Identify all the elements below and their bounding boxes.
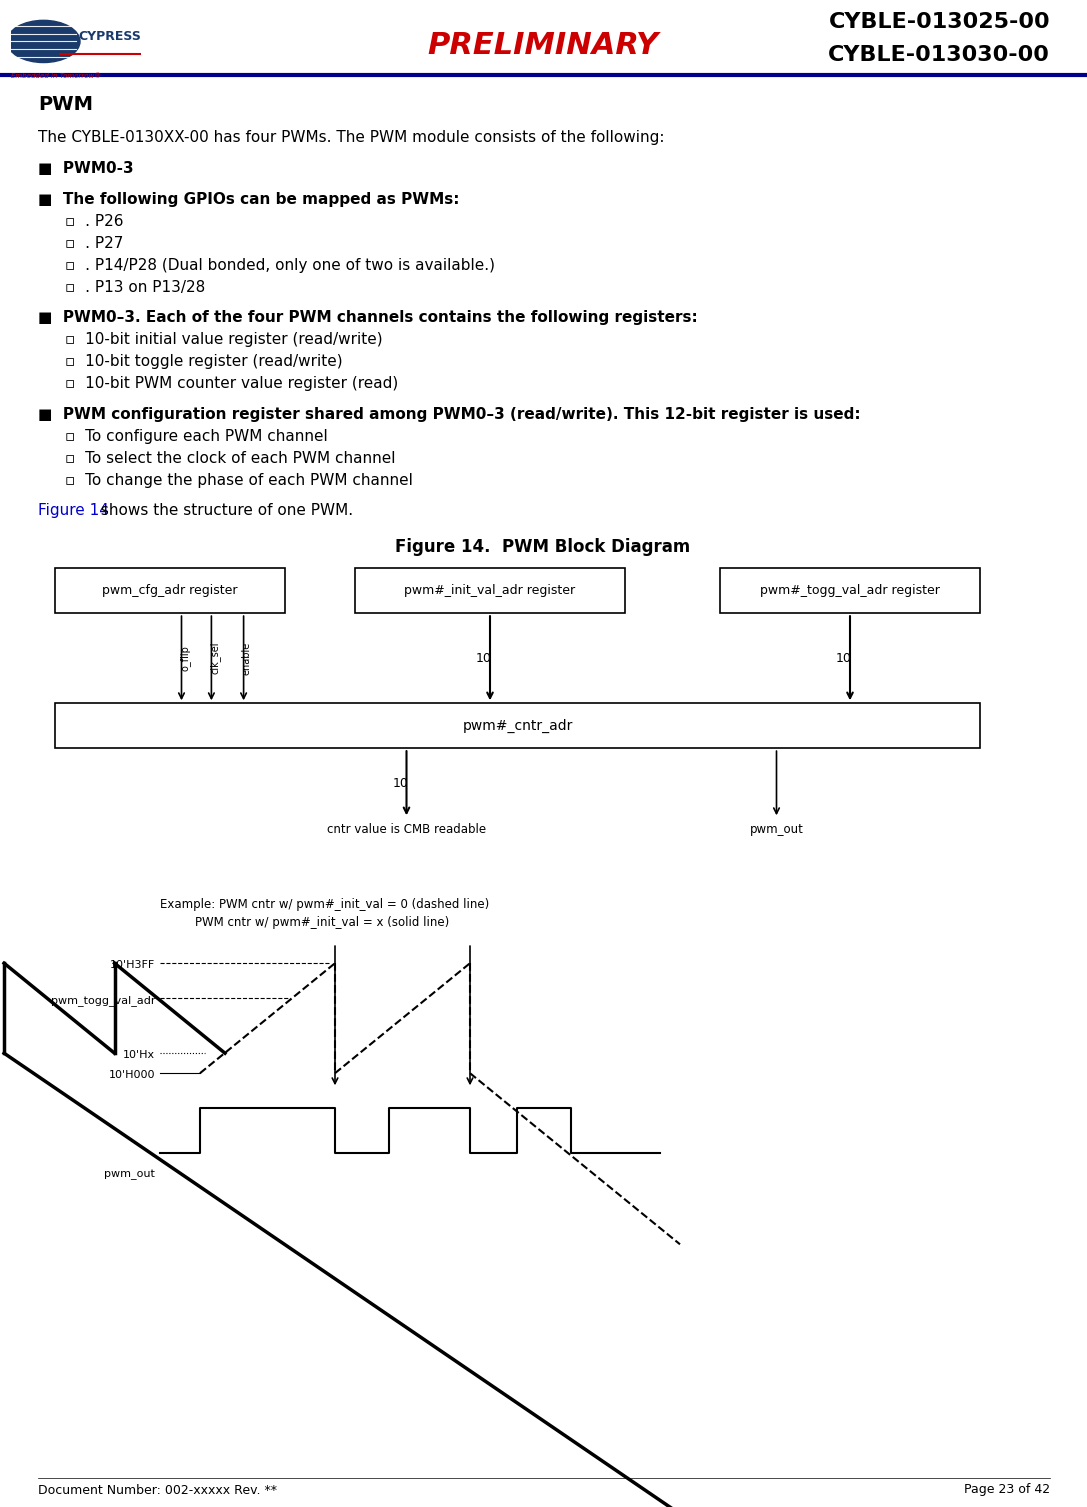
Text: pwm#_togg_val_adr register: pwm#_togg_val_adr register	[760, 585, 940, 597]
Bar	[720, 568, 980, 613]
Circle shape	[7, 21, 80, 63]
Text: ■  PWM configuration register shared among PWM0–3 (read/write). This 12-bit regi: ■ PWM configuration register shared amon…	[38, 407, 861, 422]
Text: ▫  To configure each PWM channel: ▫ To configure each PWM channel	[65, 429, 328, 445]
Text: The CYBLE-0130XX-00 has four PWMs. The PWM module consists of the following:: The CYBLE-0130XX-00 has four PWMs. The P…	[38, 130, 664, 145]
Text: pwm#_cntr_adr: pwm#_cntr_adr	[462, 719, 573, 732]
Text: 10: 10	[836, 651, 852, 665]
Text: Embedded in Tomorrow®: Embedded in Tomorrow®	[11, 74, 101, 78]
Bar	[355, 568, 625, 613]
Text: clk_sel: clk_sel	[210, 642, 221, 675]
Text: ▫  10-bit initial value register (read/write): ▫ 10-bit initial value register (read/wr…	[65, 333, 383, 348]
Text: 10: 10	[476, 651, 492, 665]
Text: pwm_togg_val_adr: pwm_togg_val_adr	[50, 995, 155, 1005]
Text: o_flip: o_flip	[179, 645, 190, 671]
Text: ▫  To change the phase of each PWM channel: ▫ To change the phase of each PWM channe…	[65, 473, 413, 488]
Text: ■  PWM0-3: ■ PWM0-3	[38, 161, 134, 176]
Text: 10'H3FF: 10'H3FF	[110, 960, 155, 971]
Text: ▫  . P27: ▫ . P27	[65, 235, 124, 250]
Text: Example: PWM cntr w/ pwm#_init_val = 0 (dashed line): Example: PWM cntr w/ pwm#_init_val = 0 (…	[160, 898, 489, 912]
Text: pwm#_init_val_adr register: pwm#_init_val_adr register	[404, 585, 575, 597]
Text: shows the structure of one PWM.: shows the structure of one PWM.	[96, 503, 353, 518]
Text: 10'Hx: 10'Hx	[123, 1050, 155, 1061]
Text: ▫  10-bit toggle register (read/write): ▫ 10-bit toggle register (read/write)	[65, 354, 342, 369]
Text: pwm_out: pwm_out	[750, 823, 803, 836]
Bar	[55, 704, 980, 747]
Text: PWM cntr w/ pwm#_init_val = x (solid line): PWM cntr w/ pwm#_init_val = x (solid lin…	[195, 916, 449, 930]
Text: pwm_out: pwm_out	[104, 1169, 155, 1180]
Text: ▫  To select the clock of each PWM channel: ▫ To select the clock of each PWM channe…	[65, 451, 396, 466]
Text: CYBLE-013030-00: CYBLE-013030-00	[828, 45, 1050, 65]
Text: enable: enable	[241, 642, 251, 675]
Text: 10'H000: 10'H000	[109, 1070, 155, 1081]
Text: ▫  10-bit PWM counter value register (read): ▫ 10-bit PWM counter value register (rea…	[65, 377, 398, 392]
Text: ■  The following GPIOs can be mapped as PWMs:: ■ The following GPIOs can be mapped as P…	[38, 191, 460, 206]
Text: Figure 14.  PWM Block Diagram: Figure 14. PWM Block Diagram	[396, 538, 690, 556]
Text: ■  PWM0–3. Each of the four PWM channels contains the following registers:: ■ PWM0–3. Each of the four PWM channels …	[38, 310, 698, 326]
Text: cntr value is CMB readable: cntr value is CMB readable	[327, 823, 486, 836]
Text: ▫  . P14/P28 (Dual bonded, only one of two is available.): ▫ . P14/P28 (Dual bonded, only one of tw…	[65, 258, 495, 273]
Text: CYPRESS: CYPRESS	[78, 30, 141, 42]
Text: ▫  . P26: ▫ . P26	[65, 214, 124, 229]
Bar	[55, 568, 285, 613]
Text: Document Number: 002-xxxxx Rev. **: Document Number: 002-xxxxx Rev. **	[38, 1483, 277, 1496]
Text: ▫  . P13 on P13/28: ▫ . P13 on P13/28	[65, 280, 205, 294]
Text: PWM: PWM	[38, 95, 93, 115]
Text: Page 23 of 42: Page 23 of 42	[964, 1483, 1050, 1496]
Text: Figure 14: Figure 14	[38, 503, 109, 518]
Text: pwm_cfg_adr register: pwm_cfg_adr register	[102, 585, 238, 597]
Text: 10: 10	[392, 776, 409, 790]
Text: PRELIMINARY: PRELIMINARY	[427, 30, 659, 59]
Text: CYBLE-013025-00: CYBLE-013025-00	[828, 12, 1050, 32]
